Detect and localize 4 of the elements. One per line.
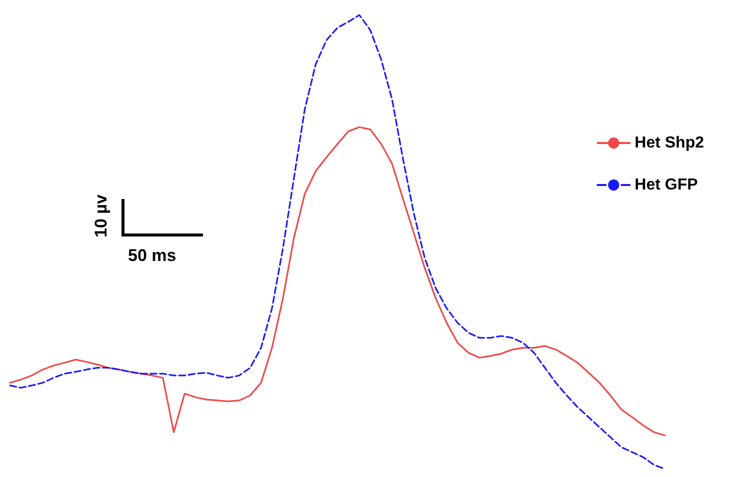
- legend-label: Het Shp2: [634, 134, 704, 152]
- annotation: 50 ms: [128, 246, 176, 266]
- annotation: 10 µv: [91, 194, 112, 238]
- legend-label: Het GFP: [634, 176, 698, 194]
